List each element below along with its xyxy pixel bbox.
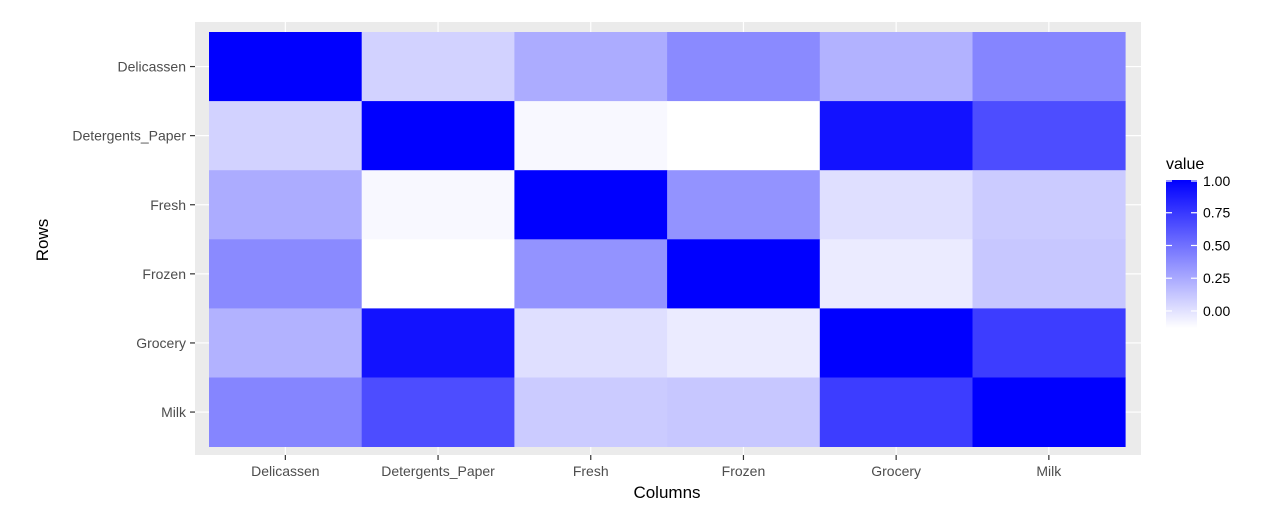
legend-tick-label: 0.25: [1203, 270, 1230, 286]
legend-tick-label: 0.50: [1203, 237, 1230, 253]
heatmap-cell: [514, 32, 668, 102]
heatmap-cell: [361, 170, 515, 240]
heatmap-cell: [819, 32, 973, 102]
heatmap-cell: [514, 377, 668, 447]
heatmap-cell: [667, 239, 821, 309]
y-tick-label: Milk: [161, 404, 187, 420]
heatmap-cell: [819, 101, 973, 171]
heatmap-cell: [209, 377, 363, 447]
heatmap-cell: [361, 239, 515, 309]
y-axis: Delicassen Detergents_Paper Fresh Frozen Gro…: [72, 59, 195, 420]
heatmap-cell: [667, 101, 821, 171]
heatmap-cell: [667, 32, 821, 102]
x-tick-label: Grocery: [871, 463, 921, 479]
x-axis: Delicassen Detergents_Paper Fresh Frozen Gro…: [251, 455, 1062, 479]
heatmap-cell: [819, 308, 973, 378]
heatmap-cell: [514, 308, 668, 378]
heatmap-cell: [209, 101, 363, 171]
heatmap-cell: [361, 377, 515, 447]
heatmap-cell: [972, 377, 1126, 447]
heatmap-cell: [972, 239, 1126, 309]
heatmap-cell: [972, 170, 1126, 240]
heatmap-cell: [819, 239, 973, 309]
legend-tick-label: 1.00: [1203, 173, 1230, 189]
heatmap-cell: [514, 101, 668, 171]
x-tick-label: Milk: [1036, 463, 1062, 479]
heatmap-cell: [514, 170, 668, 240]
y-tick-label: Fresh: [150, 197, 186, 213]
heatmap-cell: [972, 32, 1126, 102]
x-tick-label: Detergents_Paper: [381, 463, 495, 479]
heatmap-cell: [667, 308, 821, 378]
legend-tick-label: 0.00: [1203, 303, 1230, 319]
legend-ticks: 1.00 0.75 0.50 0.25 0.00: [1166, 173, 1230, 319]
heatmap-cell: [819, 170, 973, 240]
heatmap-cell: [209, 32, 363, 102]
y-axis-title: Rows: [33, 219, 52, 262]
heatmap-cell: [667, 377, 821, 447]
y-tick-label: Detergents_Paper: [72, 128, 186, 144]
y-tick-label: Grocery: [136, 335, 186, 351]
heatmap-cell: [209, 308, 363, 378]
heatmap-cell: [514, 239, 668, 309]
heatmap-cell: [361, 32, 515, 102]
heatmap-cell: [361, 308, 515, 378]
x-tick-label: Fresh: [573, 463, 609, 479]
heatmap-cells: [209, 32, 1126, 447]
heatmap-cell: [209, 170, 363, 240]
heatmap-cell: [972, 308, 1126, 378]
heatmap-cell: [209, 239, 363, 309]
x-axis-title: Columns: [633, 483, 700, 502]
heatmap-cell: [972, 101, 1126, 171]
y-tick-label: Frozen: [142, 266, 186, 282]
heatmap-cell: [667, 170, 821, 240]
heatmap-cell: [819, 377, 973, 447]
legend-colorbar: [1166, 180, 1197, 328]
legend-tick-label: 0.75: [1203, 205, 1230, 221]
legend-title: value: [1166, 156, 1204, 173]
y-tick-label: Delicassen: [118, 59, 186, 75]
x-tick-label: Frozen: [722, 463, 766, 479]
legend: value 1.00 0.75 0.50 0.25 0.00: [1166, 156, 1230, 328]
heatmap-cell: [361, 101, 515, 171]
x-tick-label: Delicassen: [251, 463, 319, 479]
